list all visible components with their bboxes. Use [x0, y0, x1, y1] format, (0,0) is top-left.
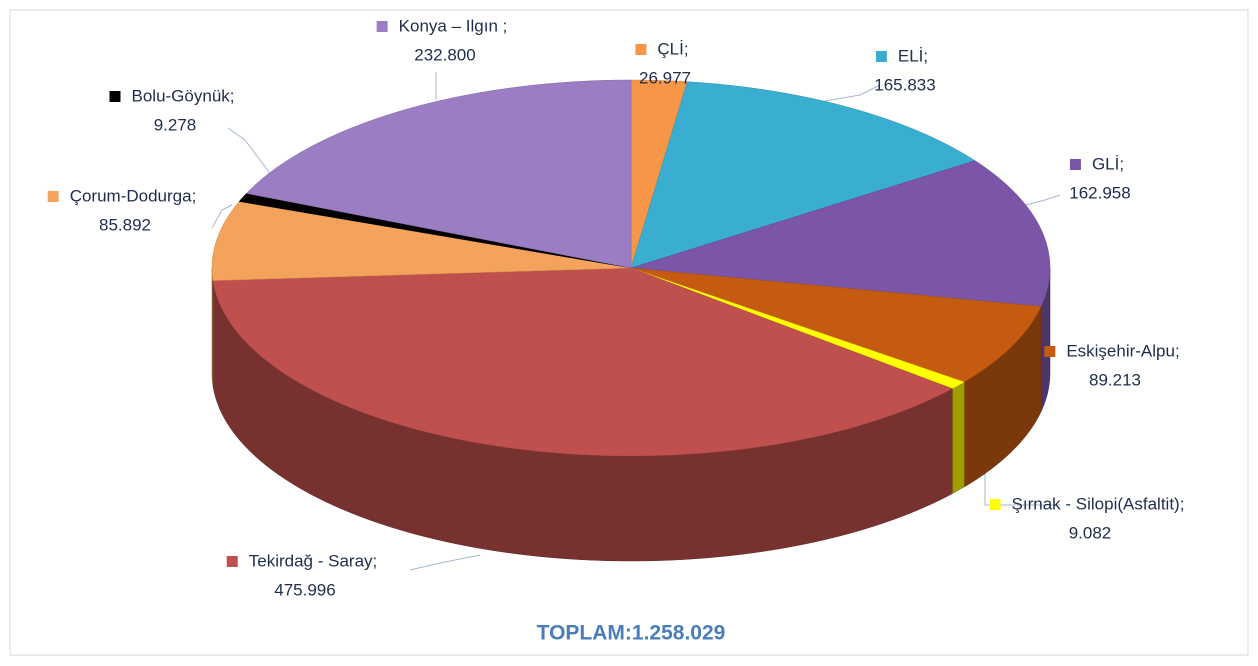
legend-swatch — [109, 91, 121, 102]
legend-swatch — [989, 499, 1001, 510]
value-label: 9.082 — [1069, 523, 1112, 542]
category-label: ELİ; — [898, 46, 928, 65]
value-label: 26.977 — [639, 68, 691, 87]
value-label: 232.800 — [414, 45, 475, 64]
slice-side — [211, 267, 214, 386]
category-label: Konya – Ilgın ; — [399, 16, 508, 35]
legend-swatch — [1044, 346, 1056, 357]
category-label: ÇLİ; — [657, 39, 688, 58]
legend-swatch — [635, 44, 647, 55]
value-label: 162.958 — [1069, 183, 1130, 202]
total-annotation: TOPLAM:1.258.029 — [537, 622, 726, 645]
category-label: GLİ; — [1092, 154, 1124, 173]
value-label: 9.278 — [154, 115, 197, 134]
category-label: Bolu-Göynük; — [132, 86, 235, 105]
slice — [245, 79, 632, 269]
value-label: 165.833 — [874, 75, 935, 94]
legend-swatch — [875, 51, 887, 62]
pie — [211, 79, 1051, 562]
legend-swatch — [47, 191, 59, 202]
value-label: 89.213 — [1089, 370, 1141, 389]
slice — [212, 267, 953, 457]
category-label: Şırnak - Silopi(Asfaltit); — [1012, 494, 1185, 513]
legend-swatch — [376, 21, 388, 32]
slice — [630, 160, 1051, 307]
value-label: 85.892 — [99, 215, 151, 234]
category-label: Eskişehir-Alpu; — [1066, 341, 1179, 360]
slice — [211, 201, 632, 281]
value-label: 475.996 — [274, 580, 335, 599]
slice-side — [952, 381, 965, 495]
slice — [630, 81, 976, 269]
legend-swatch — [1069, 159, 1081, 170]
category-label: Tekirdağ - Saray; — [249, 551, 378, 570]
legend-swatch — [226, 556, 238, 567]
leader-lines — [211, 72, 1061, 571]
slice — [630, 267, 1042, 383]
category-label: Çorum-Dodurga; — [70, 186, 197, 205]
